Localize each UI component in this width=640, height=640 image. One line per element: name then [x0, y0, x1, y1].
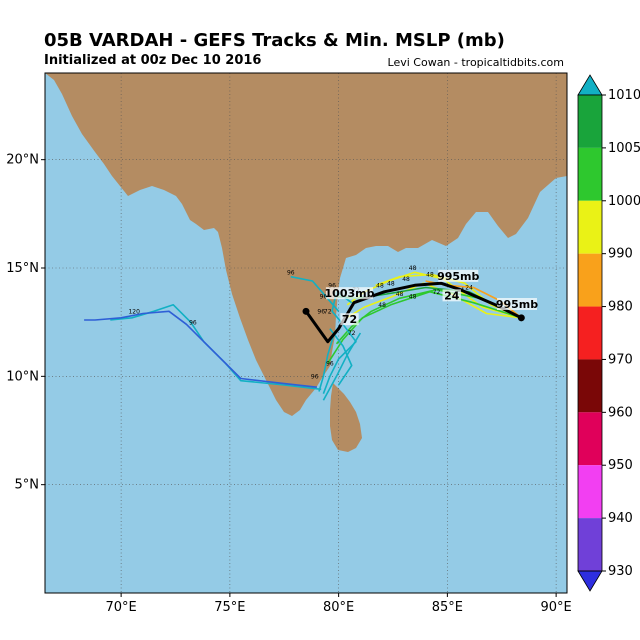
lon-tick-label: 75°E — [214, 600, 245, 615]
hour-label: 48 — [409, 265, 417, 272]
lat-tick-label: 15°N — [6, 261, 39, 276]
track-start-point — [517, 314, 525, 322]
lon-tick-label: 90°E — [540, 600, 571, 615]
colorbar-segment — [578, 147, 602, 201]
sri-lanka-landmass — [330, 383, 362, 452]
pressure-label: 995mb — [437, 270, 479, 283]
map-credit: Levi Cowan - tropicaltidbits.com — [387, 56, 564, 69]
hour-label: 48 — [376, 283, 384, 290]
colorbar-label: 950 — [608, 458, 633, 473]
latitude-axis: 5°N 10°N 15°N 20°N — [6, 153, 45, 493]
member-track — [327, 290, 522, 364]
colorbar-label: 940 — [608, 511, 633, 526]
hour-label: 48 — [378, 302, 386, 309]
colorbar-segment — [578, 518, 602, 571]
colorbar-label: 960 — [608, 405, 633, 420]
colorbar-frame — [577, 94, 603, 572]
pressure-label-bg — [496, 298, 537, 310]
member-track — [329, 328, 353, 386]
colorbar-segment — [578, 465, 602, 519]
ensemble-mean-track: 995mb 995mb 24 1003mb 72 — [302, 269, 538, 344]
pressure-label: 24 — [444, 289, 460, 302]
member-track — [110, 303, 322, 391]
hour-label: 96 — [287, 270, 295, 277]
colorbar-segment — [578, 253, 602, 307]
colorbar-segment — [578, 306, 602, 360]
hour-label: 72 — [433, 289, 441, 296]
colorbar-bottom-tip — [577, 570, 603, 592]
lon-tick-label: 80°E — [323, 600, 354, 615]
lat-tick-label: 20°N — [6, 153, 39, 168]
pressure-label-bg — [438, 269, 479, 282]
colorbar-segment — [578, 412, 602, 466]
hour-label: 96 — [320, 293, 328, 300]
lat-tick-label: 5°N — [15, 478, 40, 493]
pressure-label-bg — [325, 287, 374, 300]
track-end-point — [302, 307, 310, 315]
hour-label: 96 — [311, 374, 319, 381]
hour-label: 96 — [326, 361, 334, 368]
hour-label: 96 — [189, 319, 197, 326]
pressure-label-bg — [340, 313, 359, 326]
gridlines — [45, 73, 567, 593]
longitude-axis: 70°E 75°E 80°E 85°E 90°E — [105, 593, 572, 615]
india-landmass — [45, 73, 567, 416]
colorbar-label: 980 — [608, 300, 633, 315]
member-track — [322, 332, 362, 401]
hour-label: 48 — [396, 291, 404, 298]
hour-label: 72 — [324, 309, 332, 316]
pressure-label: 72 — [342, 313, 357, 326]
hour-label: 48 — [387, 280, 395, 287]
colorbar-label: 1010 — [608, 88, 640, 103]
mean-track-line — [304, 281, 522, 344]
colorbar-label: 1005 — [608, 141, 640, 156]
pressure-label-bg — [442, 289, 461, 302]
colorbar-label: 970 — [608, 352, 633, 367]
lon-tick-label: 85°E — [432, 600, 463, 615]
map-subtitle: Initialized at 00z Dec 10 2016 — [44, 53, 262, 68]
hour-label: 48 — [409, 293, 417, 300]
pressure-label: 1003mb — [325, 287, 375, 300]
hour-label: 96 — [328, 283, 336, 290]
hour-label: 120 — [128, 309, 140, 316]
member-track — [290, 275, 340, 312]
lat-tick-label: 10°N — [6, 369, 39, 384]
lon-tick-label: 70°E — [105, 600, 136, 615]
hour-label: 24 — [465, 285, 473, 292]
hour-label: 72 — [348, 330, 356, 337]
colorbar-top-tip — [577, 74, 603, 96]
hour-label: 96 — [317, 309, 325, 316]
colorbar-segment — [578, 200, 602, 254]
pressure-label: 995mb — [496, 298, 538, 311]
hour-label: 48 — [426, 272, 434, 279]
plot-frame — [44, 72, 568, 594]
member-track — [84, 310, 317, 388]
map-title: 05B VARDAH - GEFS Tracks & Min. MSLP (mb… — [44, 30, 505, 51]
colorbar-label: 1000 — [608, 194, 640, 209]
colorbar-segment — [578, 95, 602, 148]
pressure-colorbar: 1010 1005 1000 990 980 970 960 950 940 930 — [577, 74, 640, 592]
hour-label: 48 — [402, 276, 410, 283]
colorbar-label: 930 — [608, 564, 633, 579]
colorbar-segment — [578, 359, 602, 413]
colorbar-label: 990 — [608, 247, 633, 262]
